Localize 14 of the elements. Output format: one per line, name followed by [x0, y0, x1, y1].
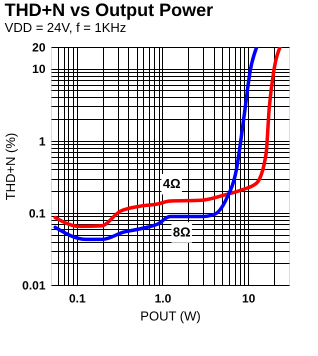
series-label: 4Ω: [162, 176, 181, 192]
chart-title: THD+N vs Output Power: [4, 0, 214, 20]
x-tick-label: 1.0: [154, 292, 172, 306]
x-axis-title: POUT (W): [140, 308, 201, 324]
y-tick-label: 10: [32, 62, 46, 76]
y-tick-label: 0.01: [22, 278, 46, 292]
y-tick-label: 0.1: [28, 206, 46, 220]
x-tick-label: 0.1: [68, 292, 86, 306]
y-tick-label: 20: [32, 40, 46, 54]
x-tick-label: 10: [242, 292, 256, 306]
y-tick-label: 1: [38, 134, 46, 148]
y-axis-title: THD+N (%): [3, 132, 18, 200]
chart-subtitle: VDD = 24V, f = 1KHz: [4, 20, 126, 35]
series-label: 8Ω: [172, 224, 191, 240]
